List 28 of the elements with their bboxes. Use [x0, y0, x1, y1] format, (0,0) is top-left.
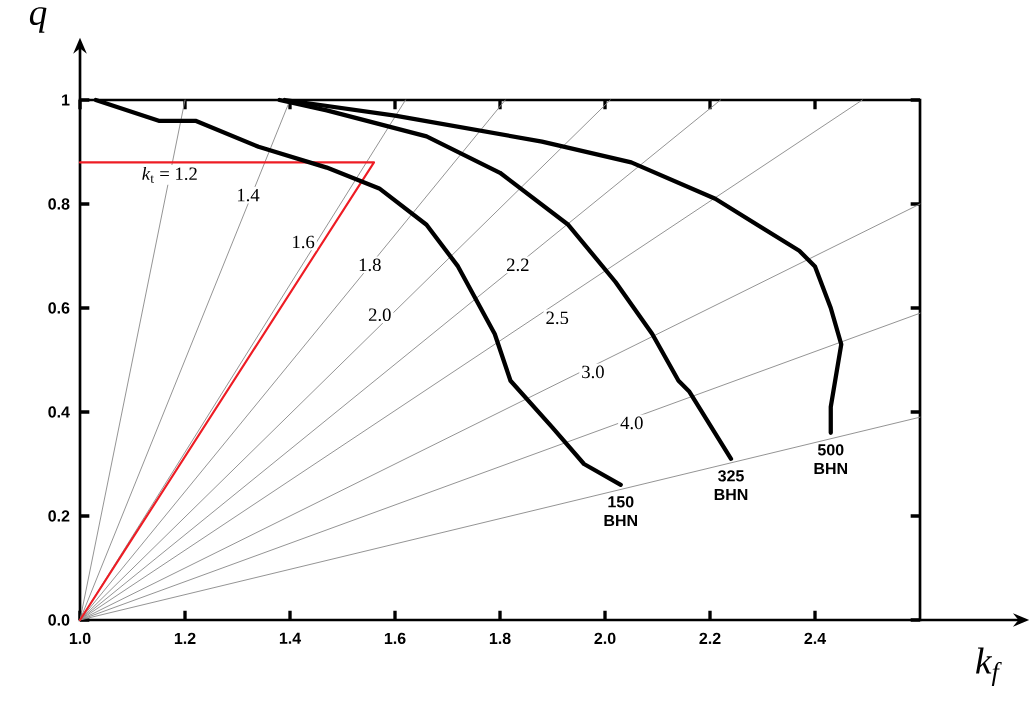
annotation: 2.5 [546, 311, 569, 325]
series-label: 500 BHN [814, 444, 848, 475]
x-tick-label: 2.4 [804, 632, 827, 644]
y-tick-label: 0.8 [48, 198, 70, 210]
annotation: 1.6 [293, 235, 315, 249]
annotation: k$_{t}$ = 1.2 [142, 166, 197, 183]
y-tick-label: 0.2 [48, 510, 70, 522]
annotation: 2.2 [507, 258, 529, 272]
annotation: 4.0 [620, 416, 643, 430]
x-tick-label: 2.0 [594, 632, 616, 645]
x-axis-title: k$_{f}$ [976, 647, 1002, 687]
x-tick-label: 1.6 [384, 632, 406, 645]
annotation: 3.0 [582, 365, 604, 379]
y-axis-title: q [29, 7, 47, 33]
y-tick-label: 0.0 [48, 614, 70, 626]
x-tick-label: 1.2 [174, 632, 196, 644]
series-label: 150 BHN [604, 496, 638, 527]
y-tick-label: 0.6 [48, 302, 70, 314]
series-label: 325 BHN [714, 470, 748, 501]
y-tick-label: 1 [62, 94, 70, 106]
x-tick-label: 1.0 [69, 632, 91, 645]
x-tick-label: 1.8 [489, 632, 511, 645]
annotation: 1.4 [237, 188, 260, 202]
y-tick-label: 0.4 [48, 406, 70, 418]
annotation: 1.8 [359, 258, 381, 272]
x-tick-label: 1.4 [279, 632, 302, 644]
x-tick-label: 2.2 [699, 632, 721, 644]
annotation: 2.0 [368, 308, 391, 322]
